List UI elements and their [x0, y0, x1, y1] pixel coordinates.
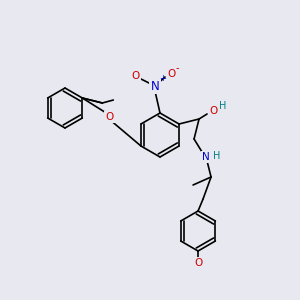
- Text: H: H: [213, 151, 220, 161]
- Text: O: O: [194, 258, 202, 268]
- Text: -: -: [176, 63, 179, 73]
- Text: N: N: [151, 80, 159, 92]
- Text: +: +: [159, 74, 166, 83]
- Text: O: O: [209, 106, 217, 116]
- Text: H: H: [219, 101, 226, 111]
- Text: O: O: [106, 112, 114, 122]
- Text: O: O: [132, 71, 140, 81]
- Text: N: N: [202, 152, 210, 162]
- Text: O: O: [167, 69, 175, 79]
